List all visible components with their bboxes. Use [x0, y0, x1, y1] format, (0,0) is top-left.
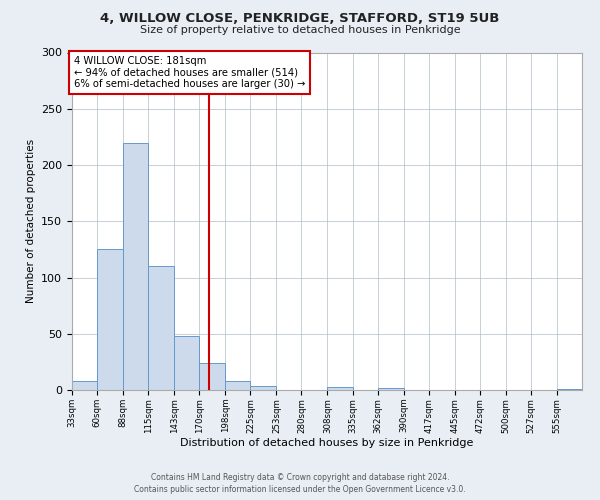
Bar [174, 336, 199, 390]
Y-axis label: Number of detached properties: Number of detached properties [26, 139, 35, 304]
X-axis label: Distribution of detached houses by size in Penkridge: Distribution of detached houses by size … [181, 438, 473, 448]
Bar [557, 389, 582, 390]
Bar [123, 142, 148, 390]
Text: 4, WILLOW CLOSE, PENKRIDGE, STAFFORD, ST19 5UB: 4, WILLOW CLOSE, PENKRIDGE, STAFFORD, ST… [100, 12, 500, 26]
Bar [377, 388, 404, 390]
Text: Size of property relative to detached houses in Penkridge: Size of property relative to detached ho… [140, 25, 460, 35]
Bar [199, 363, 225, 390]
Bar [97, 250, 123, 390]
Bar [72, 381, 97, 390]
Bar [328, 386, 353, 390]
Bar [225, 381, 250, 390]
Text: Contains HM Land Registry data © Crown copyright and database right 2024.
Contai: Contains HM Land Registry data © Crown c… [134, 473, 466, 494]
Text: 4 WILLOW CLOSE: 181sqm
← 94% of detached houses are smaller (514)
6% of semi-det: 4 WILLOW CLOSE: 181sqm ← 94% of detached… [74, 56, 305, 89]
Bar [148, 266, 174, 390]
Bar [250, 386, 277, 390]
